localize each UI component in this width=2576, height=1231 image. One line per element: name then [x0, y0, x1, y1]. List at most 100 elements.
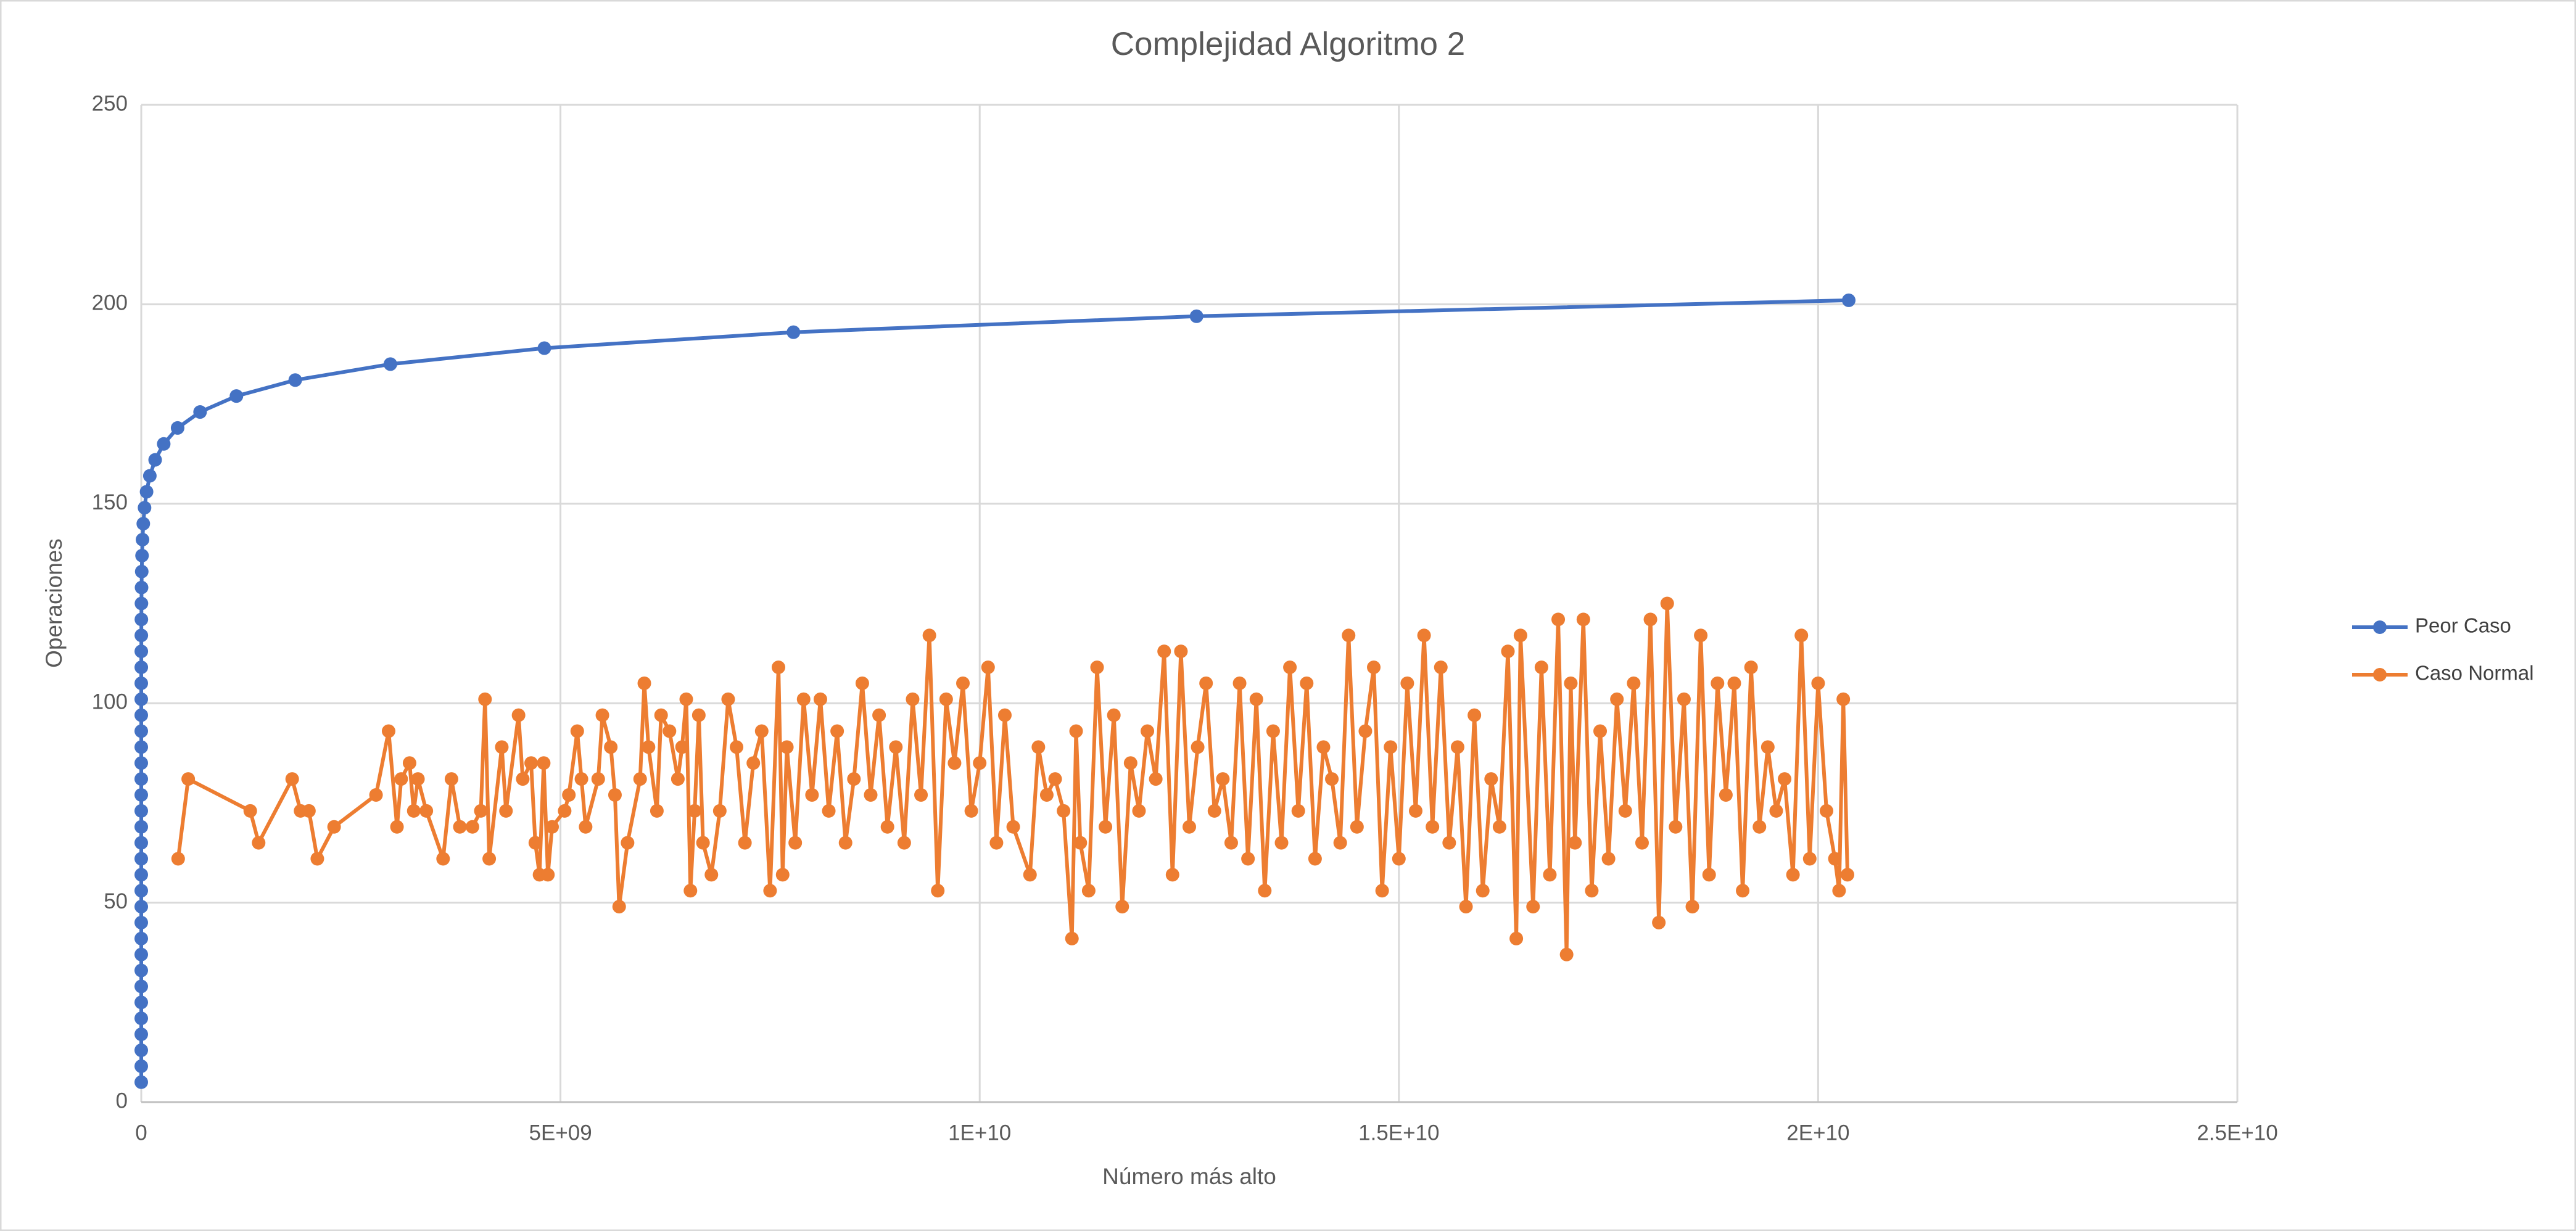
- data-point: [1442, 836, 1456, 850]
- data-point: [771, 660, 785, 674]
- data-point: [134, 852, 149, 866]
- data-point: [474, 804, 488, 818]
- x-tick-label: 1.5E+10: [1358, 1121, 1439, 1145]
- data-point: [704, 868, 719, 882]
- data-point: [570, 724, 584, 738]
- data-point: [134, 979, 148, 994]
- data-point: [595, 708, 609, 722]
- data-point: [1568, 836, 1582, 850]
- data-point: [1842, 293, 1856, 307]
- data-point: [369, 788, 383, 802]
- data-point: [1610, 692, 1624, 706]
- data-point: [390, 820, 404, 834]
- data-point: [1199, 676, 1213, 690]
- data-point: [302, 804, 316, 818]
- data-point: [419, 804, 434, 818]
- data-point: [134, 756, 149, 770]
- data-point: [1492, 820, 1506, 834]
- data-point: [134, 628, 149, 643]
- data-point: [134, 596, 149, 611]
- data-point: [1551, 612, 1566, 627]
- data-point: [579, 820, 593, 834]
- data-point: [411, 772, 425, 786]
- data-point: [956, 676, 970, 690]
- y-tick-label: 250: [92, 91, 128, 115]
- data-point: [788, 836, 803, 850]
- data-point: [754, 724, 769, 738]
- data-point: [528, 836, 542, 850]
- data-point: [1786, 868, 1800, 882]
- data-point: [889, 740, 903, 754]
- data-point: [327, 820, 341, 834]
- data-point: [482, 852, 497, 866]
- chart-title: Complejidad Algoritmo 2: [1111, 26, 1465, 62]
- data-point: [939, 692, 953, 706]
- data-point: [243, 804, 257, 818]
- data-point: [1123, 756, 1137, 770]
- data-point: [1744, 660, 1758, 674]
- data-point: [134, 804, 149, 818]
- data-point: [906, 692, 920, 706]
- data-point: [170, 421, 184, 435]
- data-point: [1828, 852, 1842, 866]
- data-point: [1468, 708, 1482, 722]
- data-point: [134, 788, 149, 802]
- data-point: [1501, 644, 1515, 659]
- data-point: [134, 660, 149, 674]
- data-point: [1183, 820, 1196, 834]
- data-point: [1099, 820, 1113, 834]
- data-point: [675, 740, 689, 754]
- data-point: [134, 676, 149, 690]
- data-point: [847, 772, 861, 786]
- data-point: [1819, 804, 1833, 818]
- data-point: [1434, 660, 1448, 674]
- data-point: [738, 836, 752, 850]
- data-point: [134, 724, 149, 738]
- data-point: [134, 868, 149, 882]
- data-point: [478, 692, 492, 706]
- data-point: [1375, 884, 1389, 898]
- data-point: [558, 804, 572, 818]
- data-point: [813, 692, 827, 706]
- data-point: [688, 804, 702, 818]
- data-point: [633, 772, 647, 786]
- data-point: [1564, 676, 1578, 690]
- data-point: [444, 772, 458, 786]
- x-tick-label: 2E+10: [1786, 1121, 1849, 1145]
- data-point: [1840, 868, 1854, 882]
- data-point: [822, 804, 836, 818]
- data-point: [1543, 868, 1557, 882]
- data-point: [511, 708, 526, 722]
- data-point: [1752, 820, 1767, 834]
- data-point: [1513, 628, 1527, 643]
- data-point: [1266, 724, 1280, 738]
- data-point: [134, 644, 149, 659]
- data-point: [1191, 740, 1205, 754]
- data-point: [1350, 820, 1364, 834]
- data-point: [134, 580, 149, 595]
- data-point: [524, 756, 539, 770]
- data-point: [1249, 692, 1263, 706]
- data-point: [1392, 852, 1406, 866]
- data-point: [730, 740, 744, 754]
- y-axis-title: Operaciones: [41, 538, 67, 668]
- data-point: [136, 517, 151, 531]
- data-point: [381, 724, 395, 738]
- data-point: [1069, 724, 1083, 738]
- data-point: [1316, 740, 1331, 754]
- data-point: [1677, 692, 1691, 706]
- data-point: [157, 437, 171, 451]
- data-point: [1618, 804, 1632, 818]
- data-point: [691, 708, 706, 722]
- data-point: [436, 852, 450, 866]
- data-point: [855, 676, 869, 690]
- data-point: [671, 772, 685, 786]
- data-point: [545, 820, 559, 834]
- data-point: [1207, 804, 1221, 818]
- data-point: [134, 915, 149, 929]
- data-point: [499, 804, 513, 818]
- data-point: [1450, 740, 1464, 754]
- data-point: [989, 836, 1004, 850]
- data-point: [838, 836, 852, 850]
